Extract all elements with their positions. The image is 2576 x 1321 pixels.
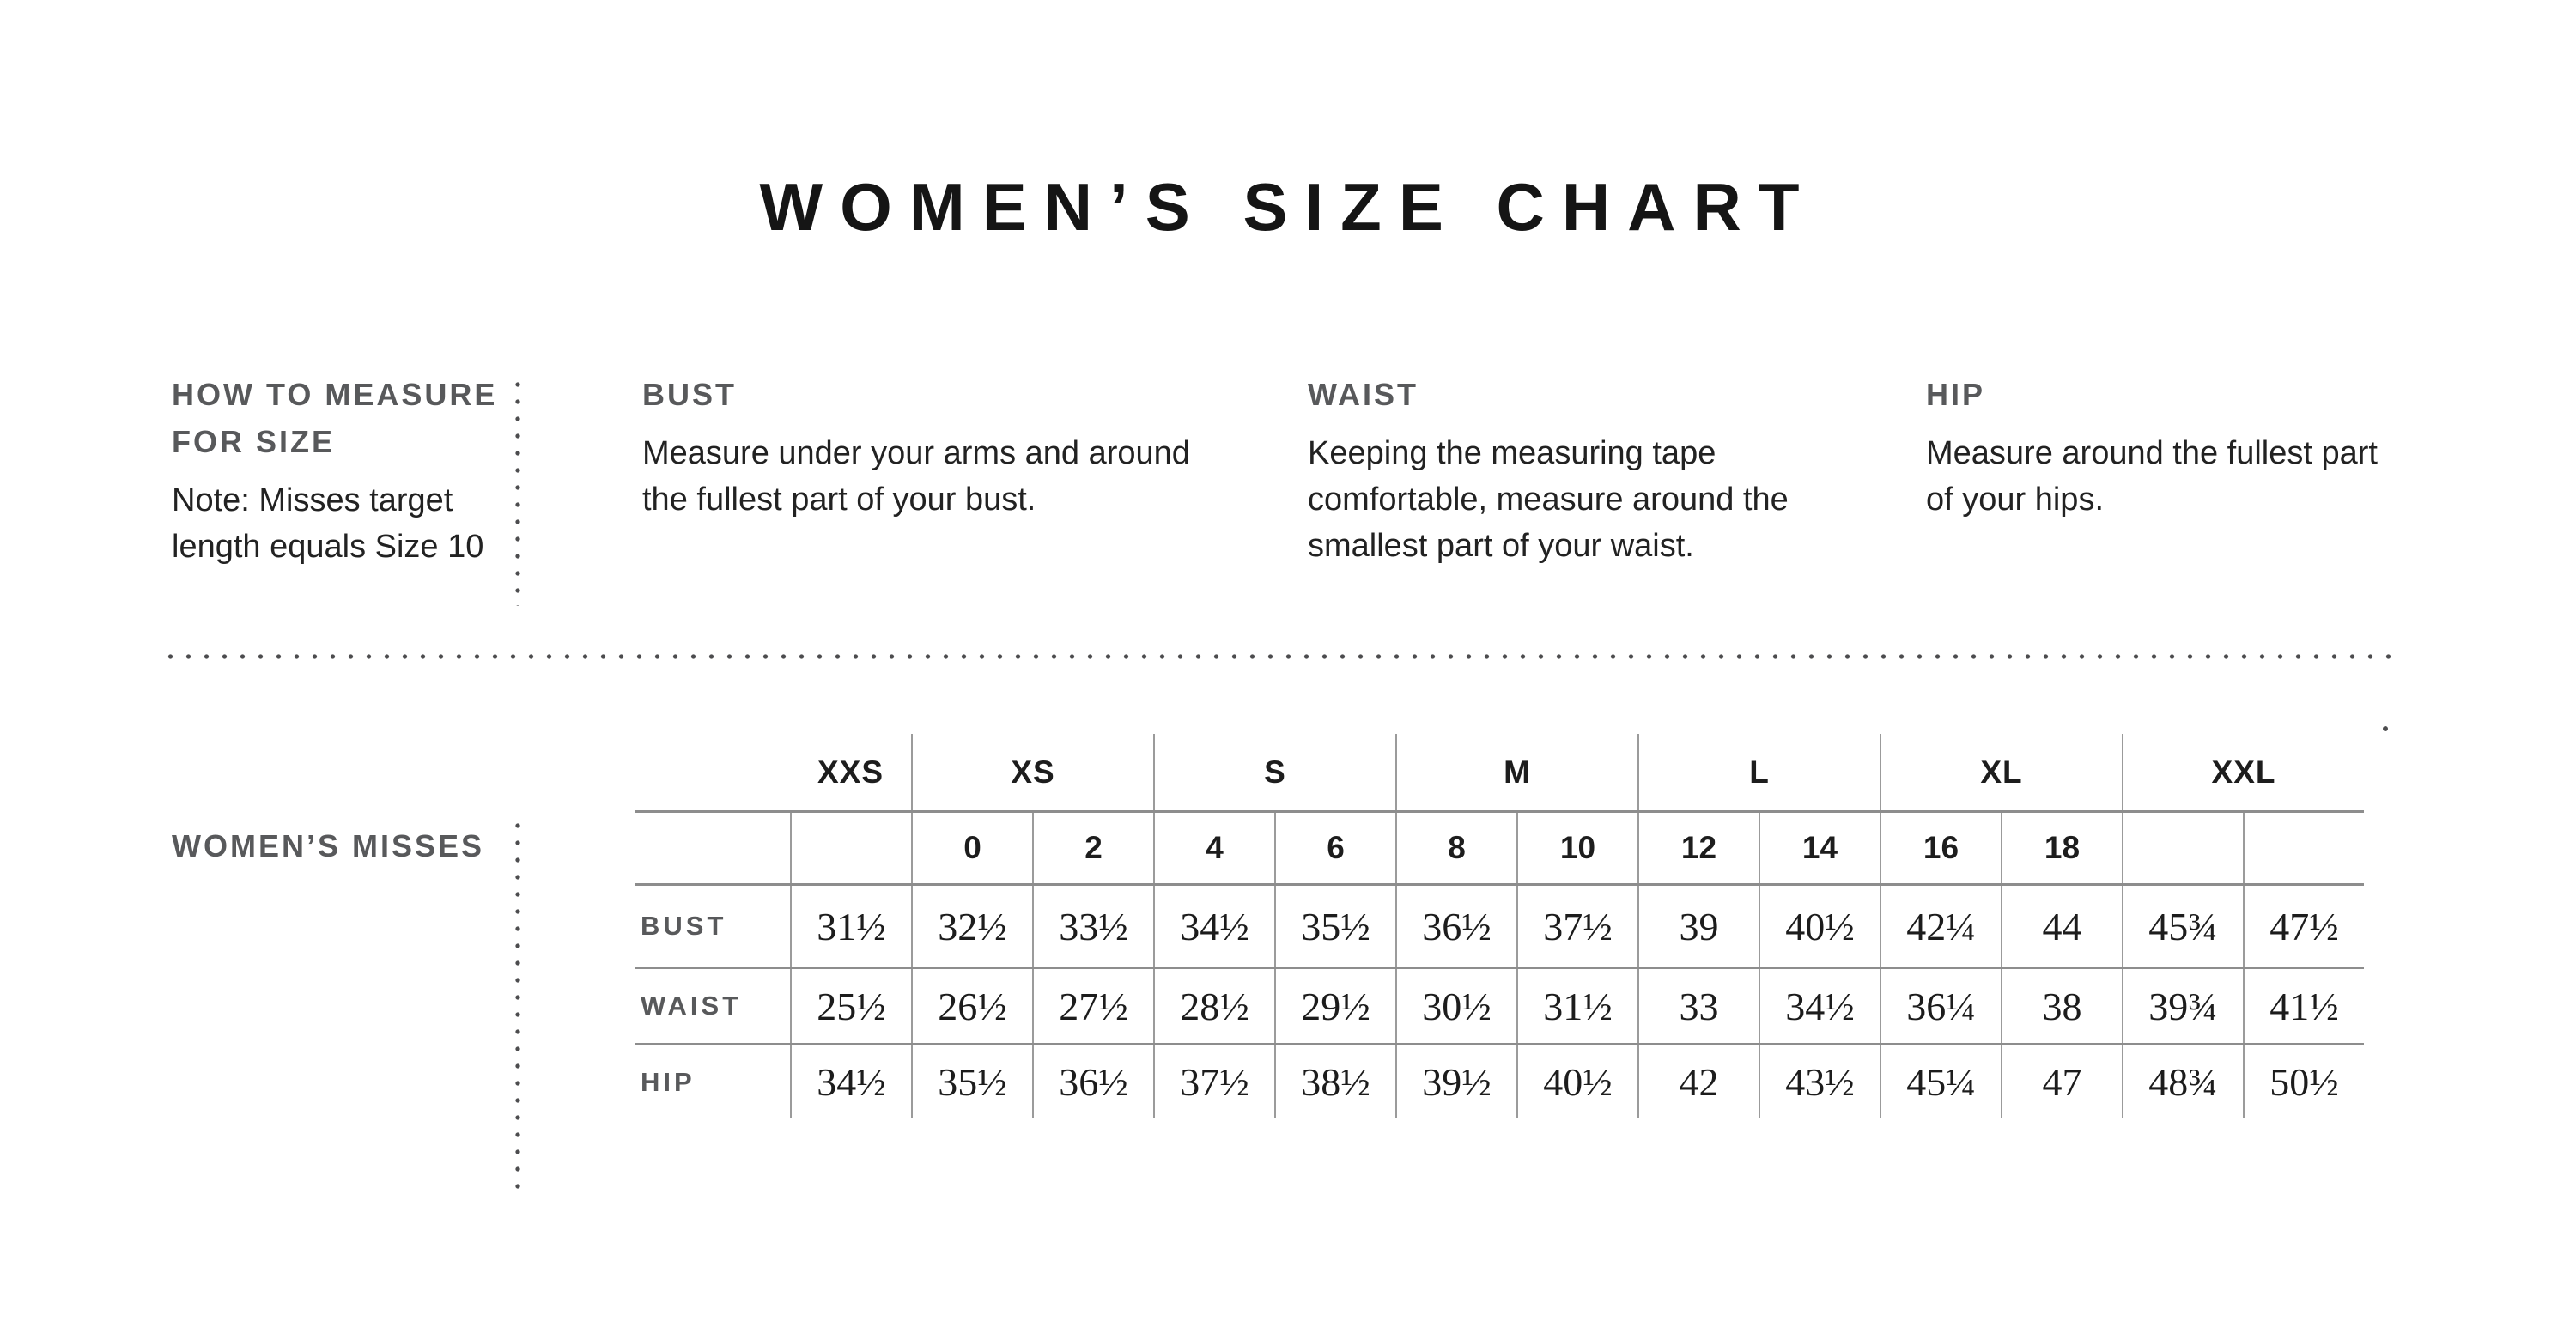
bust-value-cell: 35½ bbox=[1274, 886, 1395, 967]
waist-value-cell: 31½ bbox=[1516, 969, 1637, 1043]
numeric-size-cell: 8 bbox=[1395, 813, 1516, 883]
bust-instruction-section: BUST Measure under your arms and around … bbox=[642, 371, 1243, 523]
bust-value-cell: 39 bbox=[1637, 886, 1759, 967]
stray-dot bbox=[2383, 726, 2388, 731]
size-group-xxs: XXS bbox=[817, 754, 884, 790]
waist-value-cell: 39¾ bbox=[2122, 969, 2243, 1043]
table-row-bust: BUST 31½ 32½ 33½ 34½ 35½ 36½ 37½ 39 40½ … bbox=[635, 886, 2364, 969]
bust-value-cell: 31½ bbox=[790, 886, 911, 967]
hip-text: Measure around the fullest part of your … bbox=[1926, 435, 2378, 518]
hip-value-cell: 34½ bbox=[790, 1045, 911, 1118]
size-table: XXS XS S M L XL XXL 0 2 4 6 8 10 12 14 1… bbox=[635, 734, 2364, 1118]
hip-value-cell: 48¾ bbox=[2122, 1045, 2243, 1118]
waist-text: Keeping the measuring tape comfortable, … bbox=[1308, 435, 1789, 564]
table-row-numeric-sizes: 0 2 4 6 8 10 12 14 16 18 bbox=[635, 813, 2364, 886]
waist-value-cell: 29½ bbox=[1274, 969, 1395, 1043]
waist-value-cell: 27½ bbox=[1032, 969, 1153, 1043]
size-group-xl: XL bbox=[1880, 734, 2122, 810]
numeric-row-spacer bbox=[635, 813, 790, 883]
how-to-measure-heading: HOW TO MEASURE FOR SIZE bbox=[172, 377, 498, 459]
bust-value-cell: 36½ bbox=[1395, 886, 1516, 967]
waist-value-cell: 41½ bbox=[2243, 969, 2364, 1043]
numeric-size-cell: 0 bbox=[911, 813, 1032, 883]
numeric-size-cell bbox=[2122, 813, 2243, 883]
row-label-waist: WAIST bbox=[641, 991, 743, 1021]
hip-value-cell: 38½ bbox=[1274, 1045, 1395, 1118]
vertical-dotted-divider-top bbox=[515, 376, 520, 606]
hip-value-cell: 42 bbox=[1637, 1045, 1759, 1118]
waist-value-cell: 28½ bbox=[1153, 969, 1274, 1043]
hip-value-cell: 43½ bbox=[1759, 1045, 1880, 1118]
bust-value-cell: 42¼ bbox=[1880, 886, 2001, 967]
table-section-label: WOMEN’S MISSES bbox=[172, 828, 485, 863]
hip-instruction-section: HIP Measure around the fullest part of y… bbox=[1926, 371, 2458, 523]
how-to-measure-section: HOW TO MEASURE FOR SIZE Note: Misses tar… bbox=[172, 371, 532, 570]
numeric-size-cell: 12 bbox=[1637, 813, 1759, 883]
bust-heading: BUST bbox=[642, 377, 737, 412]
table-row-hip: HIP 34½ 35½ 36½ 37½ 38½ 39½ 40½ 42 43½ 4… bbox=[635, 1045, 2364, 1118]
waist-instruction-section: WAIST Keeping the measuring tape comfort… bbox=[1308, 371, 1857, 569]
size-group-xs: XS bbox=[911, 734, 1153, 810]
bust-value-cell: 33½ bbox=[1032, 886, 1153, 967]
horizontal-dotted-divider bbox=[161, 654, 2394, 659]
vertical-dotted-divider-table bbox=[515, 817, 520, 1197]
numeric-size-cell bbox=[790, 813, 911, 883]
bust-value-cell: 45¾ bbox=[2122, 886, 2243, 967]
page-title: WOMEN’S SIZE CHART bbox=[759, 169, 1817, 245]
waist-value-cell: 26½ bbox=[911, 969, 1032, 1043]
how-to-measure-note: Note: Misses target length equals Size 1… bbox=[172, 482, 484, 565]
numeric-size-cell: 6 bbox=[1274, 813, 1395, 883]
hip-value-cell: 50½ bbox=[2243, 1045, 2364, 1118]
table-row-size-groups: XXS XS S M L XL XXL bbox=[635, 734, 2364, 813]
waist-value-cell: 38 bbox=[2001, 969, 2122, 1043]
hip-value-cell: 47 bbox=[2001, 1045, 2122, 1118]
table-row-waist: WAIST 25½ 26½ 27½ 28½ 29½ 30½ 31½ 33 34½… bbox=[635, 969, 2364, 1045]
numeric-size-cell: 10 bbox=[1516, 813, 1637, 883]
hip-value-cell: 35½ bbox=[911, 1045, 1032, 1118]
numeric-size-cell: 14 bbox=[1759, 813, 1880, 883]
bust-text: Measure under your arms and around the f… bbox=[642, 435, 1190, 518]
bust-value-cell: 34½ bbox=[1153, 886, 1274, 967]
size-group-l: L bbox=[1637, 734, 1880, 810]
numeric-size-cell bbox=[2243, 813, 2364, 883]
bust-value-cell: 44 bbox=[2001, 886, 2122, 967]
bust-value-cell: 40½ bbox=[1759, 886, 1880, 967]
waist-value-cell: 33 bbox=[1637, 969, 1759, 1043]
row-label-bust: BUST bbox=[641, 911, 727, 941]
hip-value-cell: 37½ bbox=[1153, 1045, 1274, 1118]
size-group-xxl: XXL bbox=[2122, 734, 2364, 810]
bust-value-cell: 47½ bbox=[2243, 886, 2364, 967]
group-row-spacer bbox=[635, 734, 790, 810]
row-label-hip: HIP bbox=[641, 1066, 696, 1097]
hip-value-cell: 45¼ bbox=[1880, 1045, 2001, 1118]
waist-value-cell: 30½ bbox=[1395, 969, 1516, 1043]
hip-value-cell: 36½ bbox=[1032, 1045, 1153, 1118]
numeric-size-cell: 4 bbox=[1153, 813, 1274, 883]
size-group-s: S bbox=[1153, 734, 1395, 810]
waist-value-cell: 25½ bbox=[790, 969, 911, 1043]
size-group-m: M bbox=[1395, 734, 1637, 810]
bust-value-cell: 32½ bbox=[911, 886, 1032, 967]
waist-value-cell: 34½ bbox=[1759, 969, 1880, 1043]
hip-value-cell: 39½ bbox=[1395, 1045, 1516, 1118]
bust-value-cell: 37½ bbox=[1516, 886, 1637, 967]
numeric-size-cell: 2 bbox=[1032, 813, 1153, 883]
waist-heading: WAIST bbox=[1308, 377, 1419, 412]
hip-value-cell: 40½ bbox=[1516, 1045, 1637, 1118]
numeric-size-cell: 18 bbox=[2001, 813, 2122, 883]
waist-value-cell: 36¼ bbox=[1880, 969, 2001, 1043]
numeric-size-cell: 16 bbox=[1880, 813, 2001, 883]
hip-heading: HIP bbox=[1926, 377, 1986, 412]
